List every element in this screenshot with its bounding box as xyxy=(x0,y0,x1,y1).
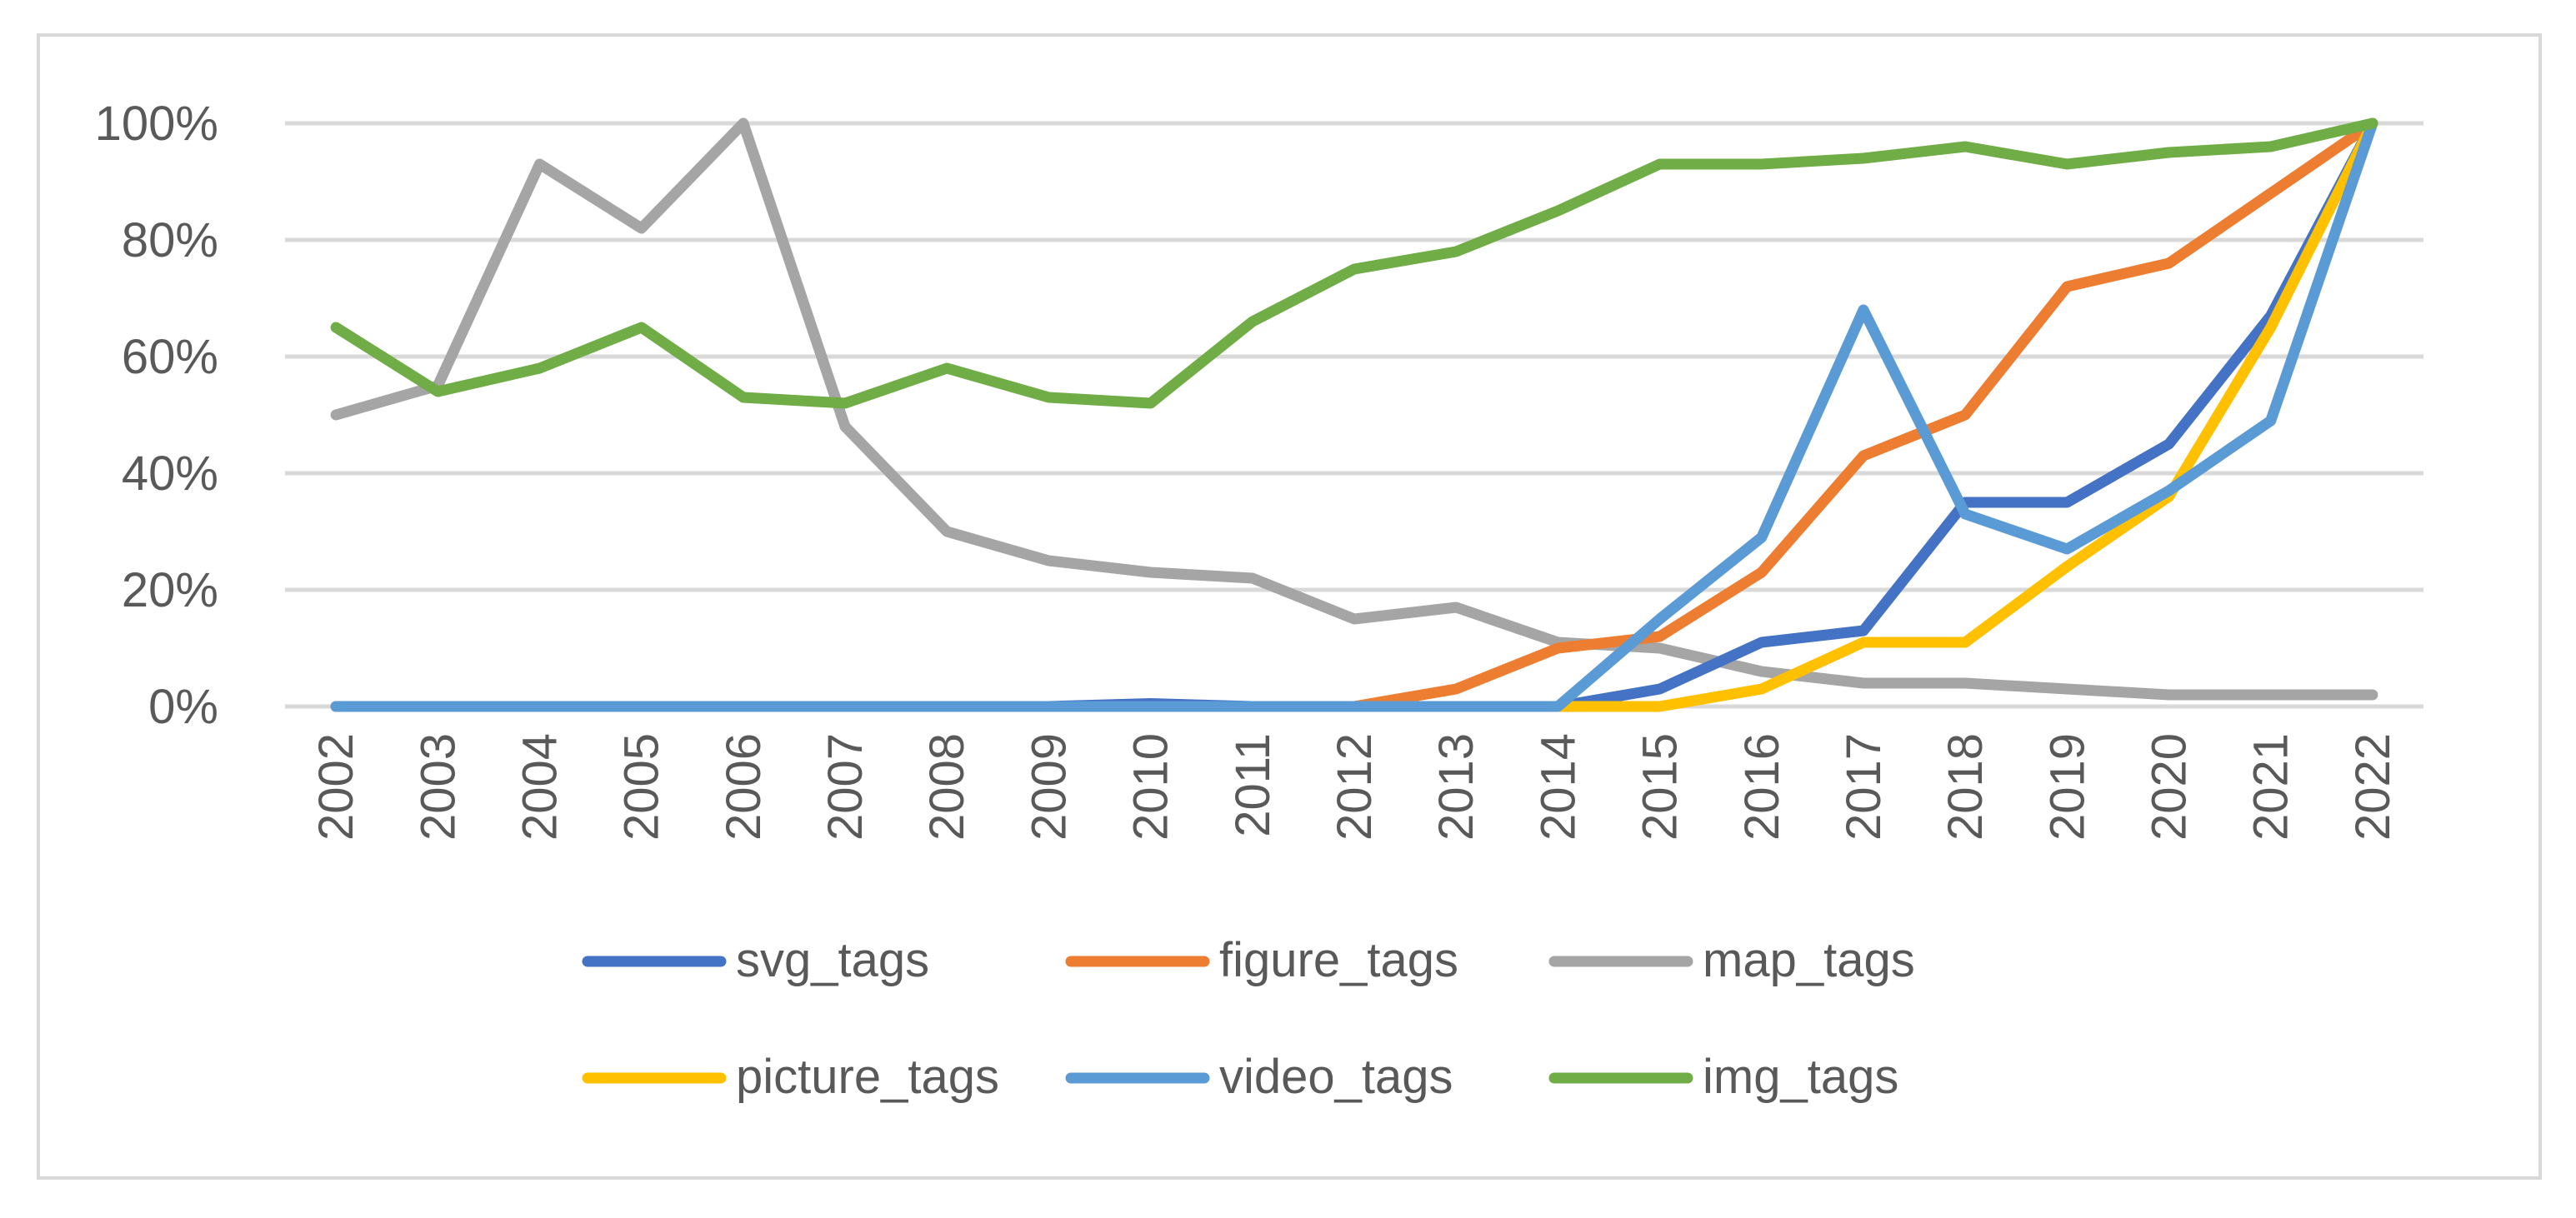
x-tick-label: 2004 xyxy=(513,733,567,841)
x-tick-label: 2021 xyxy=(2244,733,2298,841)
x-tick-label: 2009 xyxy=(1022,733,1076,841)
legend-label-video-tags: video_tags xyxy=(1219,1050,1453,1104)
x-tick-label: 2017 xyxy=(1837,733,1891,841)
x-tick-label: 2007 xyxy=(818,733,873,841)
x-tick-label: 2022 xyxy=(2346,733,2400,841)
legend: svg_tags figure_tags map_tags picture_tags v… xyxy=(582,933,1915,1104)
x-tick-label: 2019 xyxy=(2040,733,2094,841)
chart-frame xyxy=(37,33,2542,1180)
x-tick-label: 2012 xyxy=(1328,733,1382,841)
legend-label-picture-tags: picture_tags xyxy=(736,1050,999,1104)
x-tick-label: 2008 xyxy=(920,733,974,841)
x-tick-label: 2003 xyxy=(411,733,465,841)
y-tick-label: 80% xyxy=(122,213,218,267)
x-tick-label: 2016 xyxy=(1735,733,1789,841)
series-line-video-tags xyxy=(330,117,2378,712)
legend-label-img-tags: img_tags xyxy=(1703,1050,1898,1104)
x-tick-label: 2005 xyxy=(615,733,669,841)
y-tick-label: 60% xyxy=(122,330,218,384)
x-tick-label: 2014 xyxy=(1531,733,1585,841)
x-tick-label: 2015 xyxy=(1633,733,1688,841)
x-tick-label: 2020 xyxy=(2143,733,2197,841)
y-tick-label: 100% xyxy=(95,97,218,151)
x-tick-label: 2011 xyxy=(1226,733,1280,837)
y-axis-ticks: 0% 20% 40% 60% 80% 100% xyxy=(95,97,218,734)
y-tick-label: 0% xyxy=(148,680,218,734)
y-tick-label: 20% xyxy=(122,563,218,617)
series-lines xyxy=(330,117,2378,712)
y-tick-label: 40% xyxy=(122,447,218,501)
series-line-img-tags xyxy=(330,117,2378,409)
legend-label-map-tags: map_tags xyxy=(1703,933,1915,987)
x-tick-label: 2013 xyxy=(1429,733,1483,841)
legend-label-figure-tags: figure_tags xyxy=(1219,933,1458,987)
series-line-map-tags xyxy=(330,117,2378,701)
x-tick-label: 2006 xyxy=(717,733,771,841)
x-axis-ticks: 2002 2003 2004 2005 2006 2007 2008 2009 2010 2011… xyxy=(309,733,2400,841)
x-tick-label: 2002 xyxy=(309,733,363,841)
x-tick-label: 2010 xyxy=(1124,733,1178,841)
legend-label-svg-tags: svg_tags xyxy=(736,933,929,987)
x-tick-label: 2018 xyxy=(1938,733,1993,841)
series-line-picture-tags xyxy=(1552,117,2378,712)
